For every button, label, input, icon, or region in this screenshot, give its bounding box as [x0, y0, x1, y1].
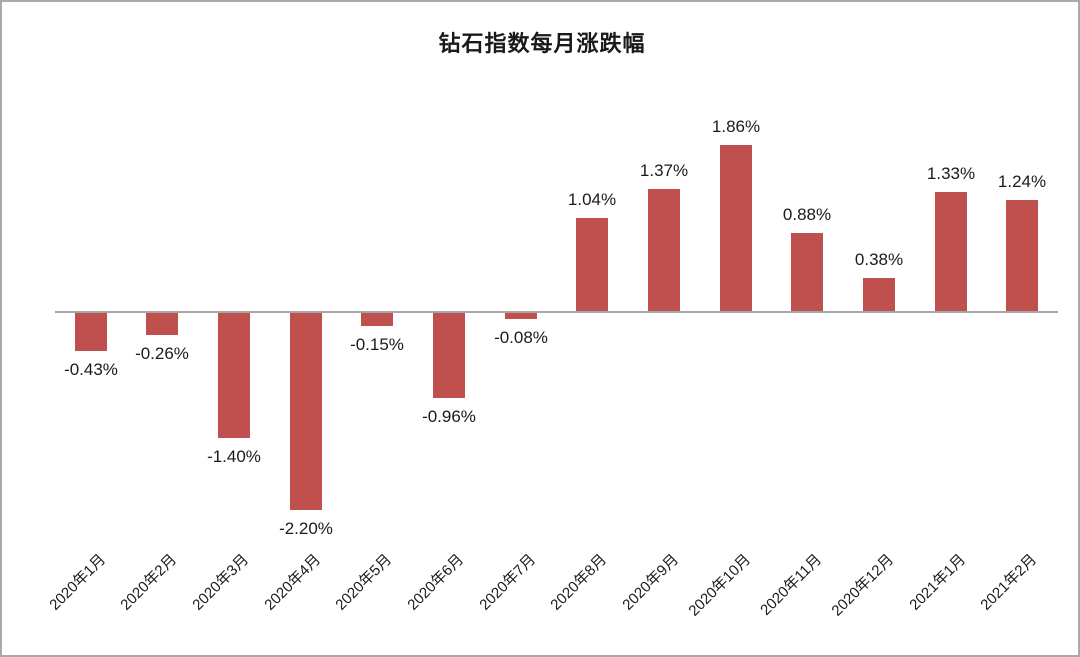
bar-2021年1月 [935, 192, 967, 312]
data-label-2020年2月: -0.26% [135, 344, 189, 363]
bar-2020年7月 [505, 312, 537, 319]
data-label-2021年1月: 1.33% [926, 164, 976, 183]
bar-2020年6月 [433, 312, 465, 398]
data-label-2020年1月: -0.43% [64, 360, 118, 379]
bar-2020年12月 [863, 278, 895, 312]
bar-2020年10月 [720, 145, 752, 312]
data-label-2021年2月: 1.24% [997, 172, 1047, 191]
data-label-2020年5月: -0.15% [350, 335, 404, 354]
data-label-2020年10月: 1.86% [711, 117, 761, 136]
bar-2020年2月 [146, 312, 178, 335]
bar-2021年2月 [1006, 200, 1038, 312]
zero-axis-line [55, 311, 1058, 313]
bar-2020年4月 [290, 312, 322, 510]
bar-2020年1月 [75, 312, 107, 351]
bar-2020年8月 [576, 218, 608, 312]
data-label-2020年8月: 1.04% [567, 190, 617, 209]
data-label-2020年11月: 0.88% [782, 205, 832, 224]
bar-2020年5月 [361, 312, 393, 326]
data-label-2020年3月: -1.40% [207, 447, 261, 466]
data-label-2020年7月: -0.08% [494, 328, 548, 347]
data-label-2020年12月: 0.38% [854, 250, 904, 269]
bar-2020年11月 [791, 233, 823, 312]
data-label-2020年9月: 1.37% [639, 161, 689, 180]
chart-title: 钻石指数每月涨跌幅 [438, 31, 646, 56]
x-axis-label-2020年1月: 2020年1月 [46, 551, 110, 614]
bar-2020年9月 [648, 189, 680, 312]
data-label-2020年6月: -0.96% [422, 407, 476, 426]
data-label-2020年4月: -2.20% [279, 519, 333, 538]
bar-2020年3月 [218, 312, 250, 438]
